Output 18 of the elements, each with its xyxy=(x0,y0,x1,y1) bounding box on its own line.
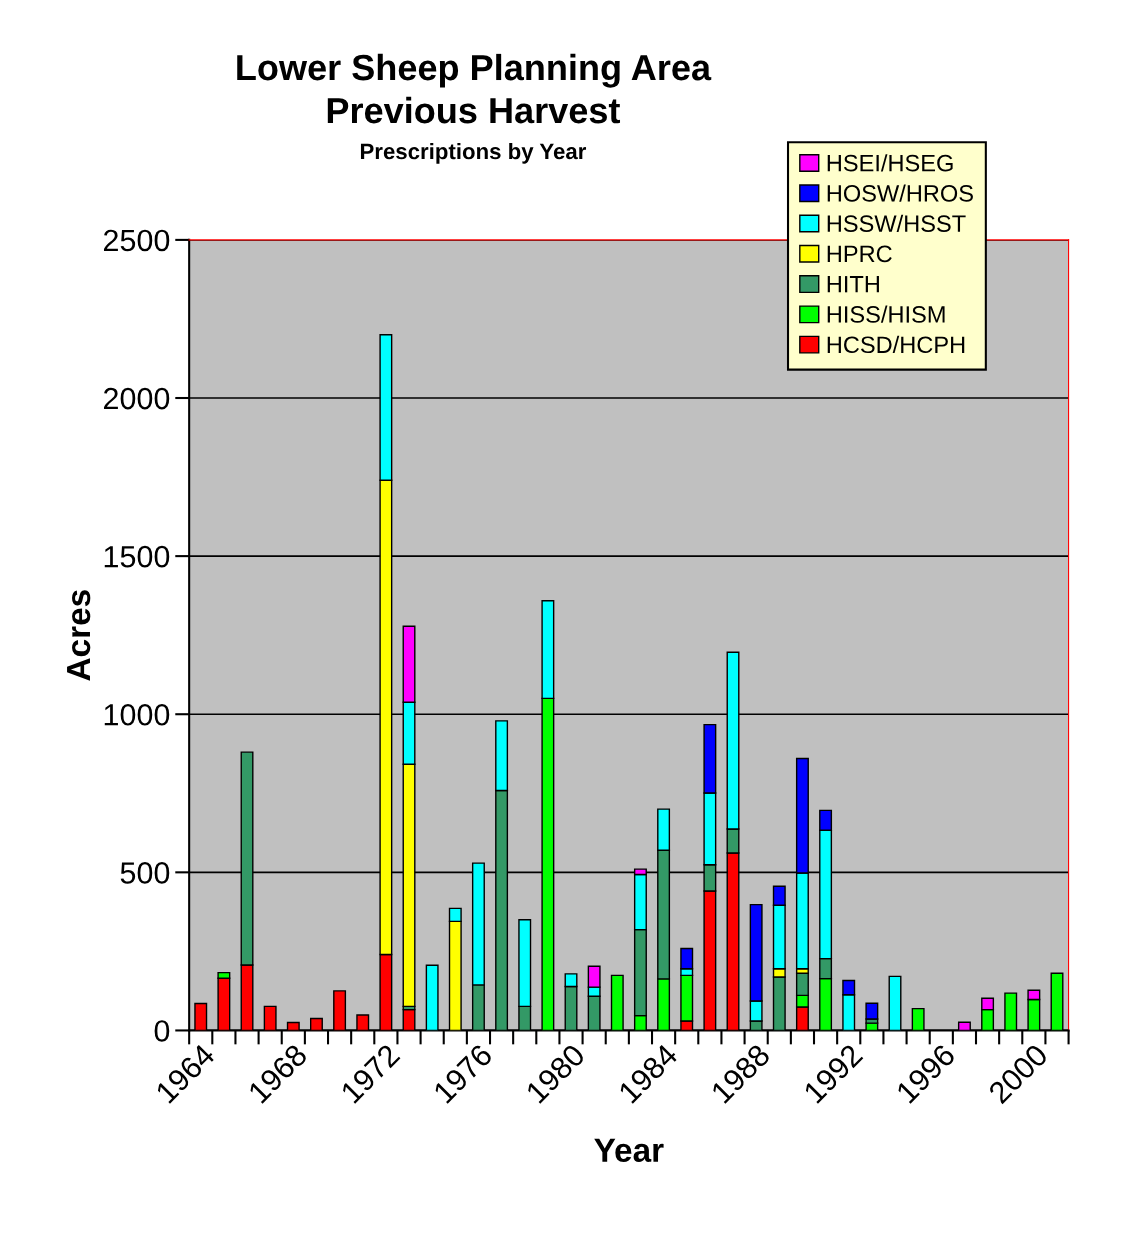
legend-label: HCSD/HCPH xyxy=(827,335,965,354)
legend-label: HOSW/HROS xyxy=(827,184,973,202)
y-tick-label: 1000 xyxy=(104,703,170,726)
legend-label: HITH xyxy=(827,276,879,293)
legend-label: HISS/HISM xyxy=(827,305,945,323)
x-axis-title: Year xyxy=(594,1138,664,1163)
bar xyxy=(865,1002,879,1020)
y-tick-label: 1500 xyxy=(104,545,170,568)
chart-subtitle: Prescriptions by Year xyxy=(360,142,587,164)
chart-title: Lower Sheep Planning Area Previous Harvest xyxy=(237,53,712,124)
legend-label: HSEI/HSEG xyxy=(827,154,953,172)
y-axis-title: Acres xyxy=(67,590,91,681)
legend-label: HPRC xyxy=(827,245,892,263)
y-tick-label: 2500 xyxy=(103,229,170,252)
legend-label: HSSW/HSST xyxy=(827,214,966,233)
y-tick-label: 0 xyxy=(154,1020,170,1042)
y-tick-label: 500 xyxy=(120,862,170,884)
y-tick-label: 2000 xyxy=(103,387,170,410)
